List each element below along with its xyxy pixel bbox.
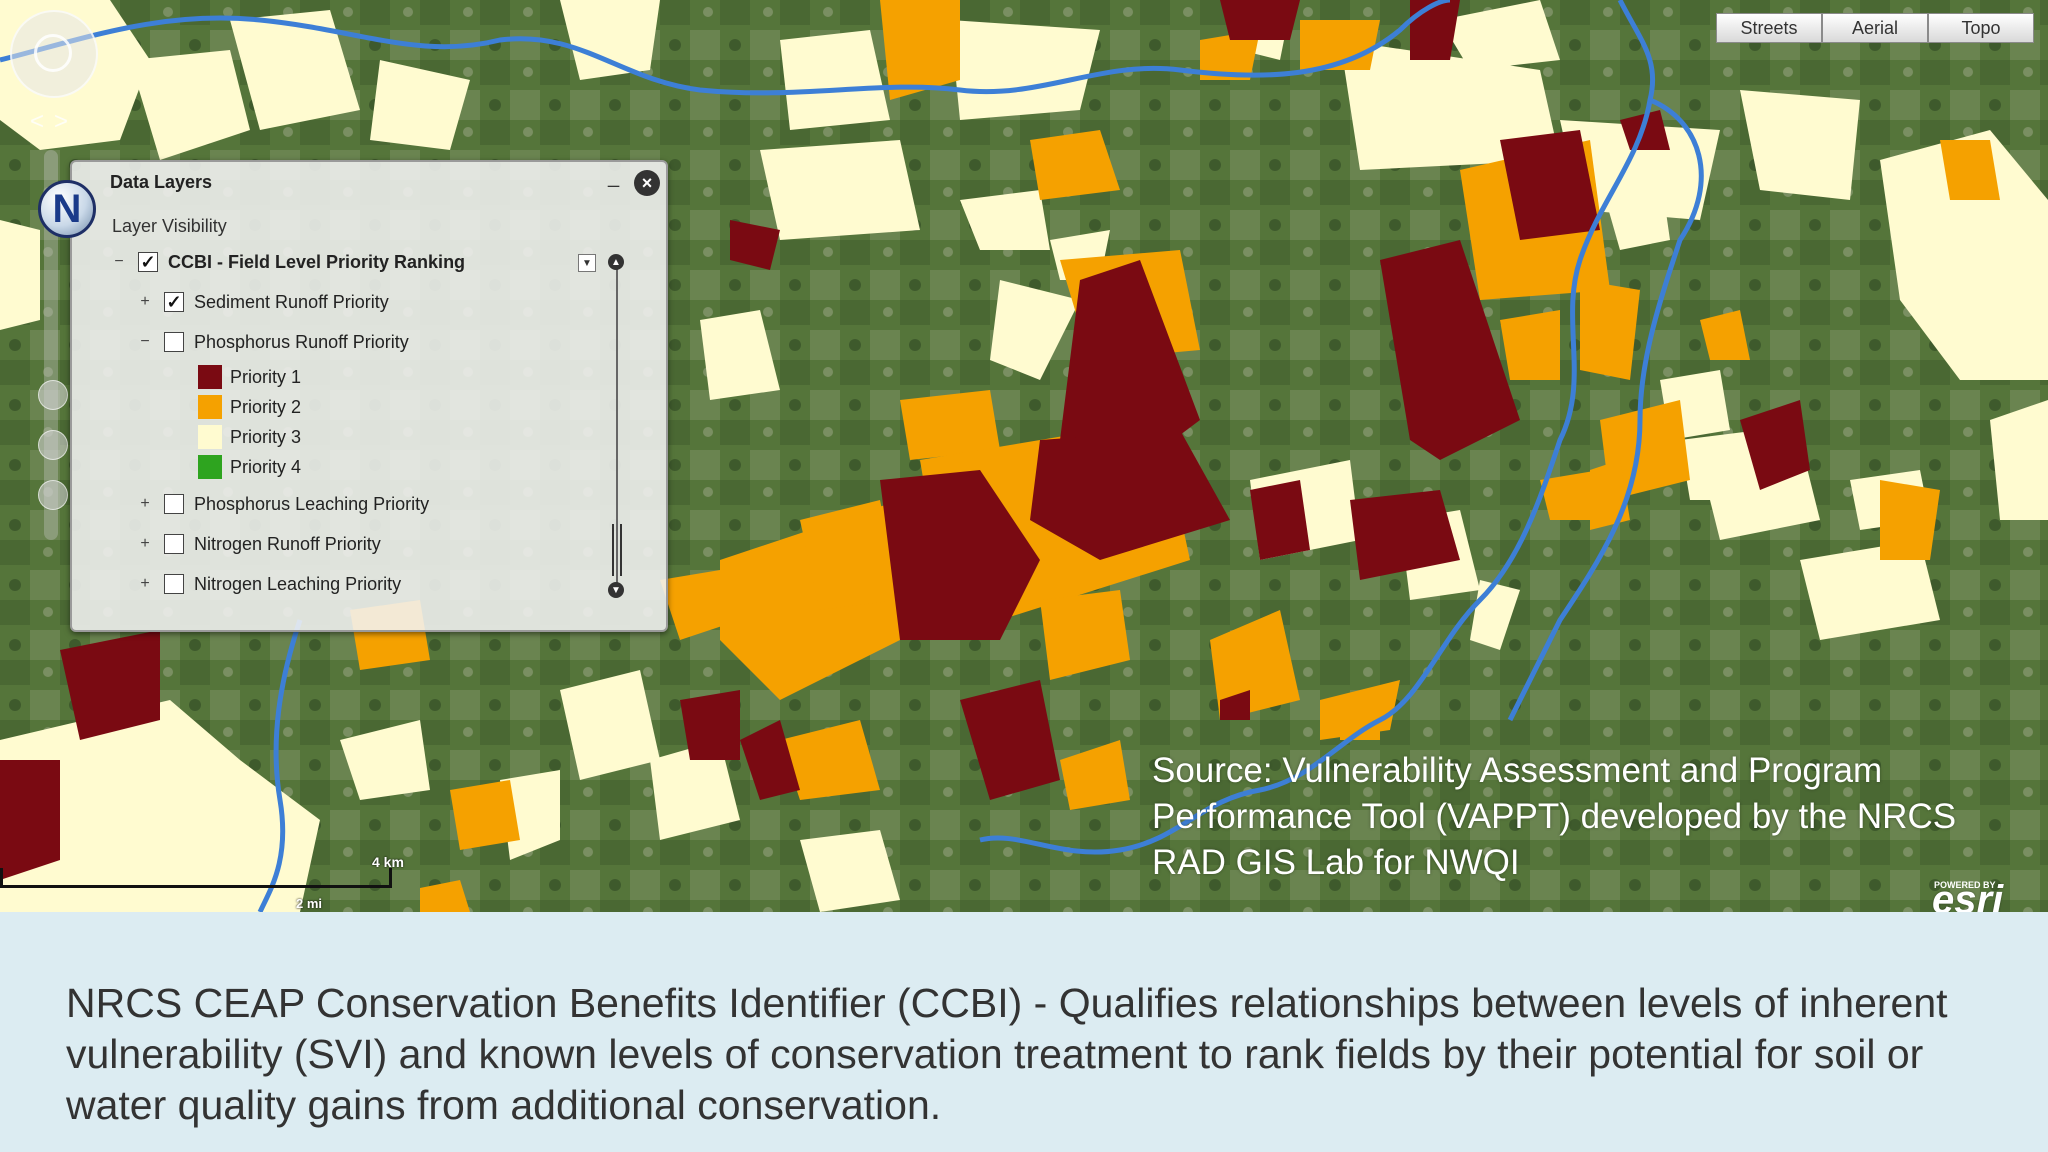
- layer-checkbox[interactable]: ✓: [138, 252, 158, 272]
- scroll-down-icon[interactable]: ▼: [608, 582, 624, 598]
- esri-logo: esri: [1932, 878, 2004, 912]
- legend-item-priority-4: Priority 4: [198, 454, 301, 480]
- expand-icon[interactable]: +: [140, 575, 150, 592]
- panel-scrollbar[interactable]: [616, 258, 618, 588]
- dropdown-icon[interactable]: ▼: [578, 254, 596, 272]
- layer-label: Phosphorus Leaching Priority: [194, 493, 430, 514]
- legend-swatch: [198, 395, 222, 419]
- layer-row-phosphorus-leaching: + Phosphorus Leaching Priority: [138, 492, 429, 516]
- pan-center[interactable]: [34, 34, 72, 72]
- expand-icon[interactable]: +: [140, 535, 150, 552]
- layer-checkbox[interactable]: ✓: [164, 292, 184, 312]
- legend-label: Priority 2: [230, 396, 302, 417]
- minimize-icon[interactable]: _: [608, 166, 620, 188]
- source-line: Performance Tool (VAPPT) developed by th…: [1152, 797, 1957, 836]
- source-line: Source: Vulnerability Assessment and Pro…: [1152, 751, 1883, 790]
- layer-row-nitrogen-runoff: + Nitrogen Runoff Priority: [138, 532, 381, 556]
- scale-bar-km-label: 4 km: [372, 854, 404, 870]
- legend-label: Priority 1: [230, 366, 302, 387]
- scale-bar: [0, 868, 392, 888]
- source-line: RAD GIS Lab for NWQI: [1152, 843, 1520, 882]
- basemap-aerial-button[interactable]: Aerial: [1822, 13, 1928, 43]
- layer-label: Sediment Runoff Priority: [194, 291, 389, 312]
- prev-next-extent-arrows[interactable]: <>: [30, 108, 79, 135]
- zoom-in-icon[interactable]: [38, 480, 68, 510]
- layer-group-label: CCBI - Field Level Priority Ranking: [168, 251, 466, 272]
- legend-label: Priority 3: [230, 426, 302, 447]
- zoom-out-icon[interactable]: [38, 380, 68, 410]
- legend-item-priority-1: Priority 1: [198, 364, 301, 390]
- collapse-icon[interactable]: −: [140, 333, 150, 350]
- layer-visibility-label: Layer Visibility: [112, 216, 227, 236]
- collapse-icon[interactable]: −: [114, 253, 124, 270]
- basemap-topo-button[interactable]: Topo: [1928, 13, 2034, 43]
- layer-group-ccbi: − ✓ CCBI - Field Level Priority Ranking: [112, 250, 465, 274]
- legend-swatch: [198, 425, 222, 449]
- layer-label: Phosphorus Runoff Priority: [194, 331, 409, 352]
- legend-label: Priority 4: [230, 456, 302, 477]
- scroll-up-icon[interactable]: ▲: [608, 254, 624, 270]
- layer-row-sediment-runoff: + ✓ Sediment Runoff Priority: [138, 290, 389, 314]
- expand-icon[interactable]: +: [140, 293, 150, 310]
- layer-row-phosphorus-runoff: − Phosphorus Runoff Priority: [138, 330, 409, 354]
- panel-title: Data Layers: [110, 172, 213, 192]
- layer-row-nitrogen-leaching: + Nitrogen Leaching Priority: [138, 572, 401, 596]
- nrcs-logo-icon: N: [38, 180, 96, 238]
- basemap-streets-button[interactable]: Streets: [1716, 13, 1822, 43]
- pan-hand-icon[interactable]: [38, 430, 68, 460]
- layer-label: Nitrogen Leaching Priority: [194, 573, 402, 594]
- close-icon[interactable]: ×: [634, 170, 660, 196]
- esri-powered-label: POWERED BY: [1934, 880, 1996, 890]
- layer-checkbox[interactable]: [164, 494, 184, 514]
- legend-item-priority-2: Priority 2: [198, 394, 301, 420]
- map-view[interactable]: <> Streets Aerial Topo Data Layers _ × L…: [0, 0, 2048, 912]
- legend-swatch: [198, 365, 222, 389]
- scale-bar-mi-label: 2 mi: [296, 896, 323, 911]
- scrollbar-thumb[interactable]: [612, 524, 622, 576]
- expand-icon[interactable]: +: [140, 495, 150, 512]
- legend-swatch: [198, 455, 222, 479]
- layer-checkbox[interactable]: [164, 534, 184, 554]
- map-imagery: [0, 0, 2048, 912]
- layer-label: Nitrogen Runoff Priority: [194, 533, 381, 554]
- data-layers-panel: Data Layers _ × Layer Visibility − ✓ CCB…: [70, 160, 668, 632]
- slide-caption: NRCS CEAP Conservation Benefits Identifi…: [66, 980, 1948, 1128]
- layer-checkbox[interactable]: [164, 332, 184, 352]
- layer-checkbox[interactable]: [164, 574, 184, 594]
- pan-wheel[interactable]: [10, 10, 98, 98]
- legend-item-priority-3: Priority 3: [198, 424, 301, 450]
- basemap-switcher: Streets Aerial Topo: [1716, 13, 2034, 43]
- source-attribution: Source: Vulnerability Assessment and Pro…: [1152, 748, 2048, 886]
